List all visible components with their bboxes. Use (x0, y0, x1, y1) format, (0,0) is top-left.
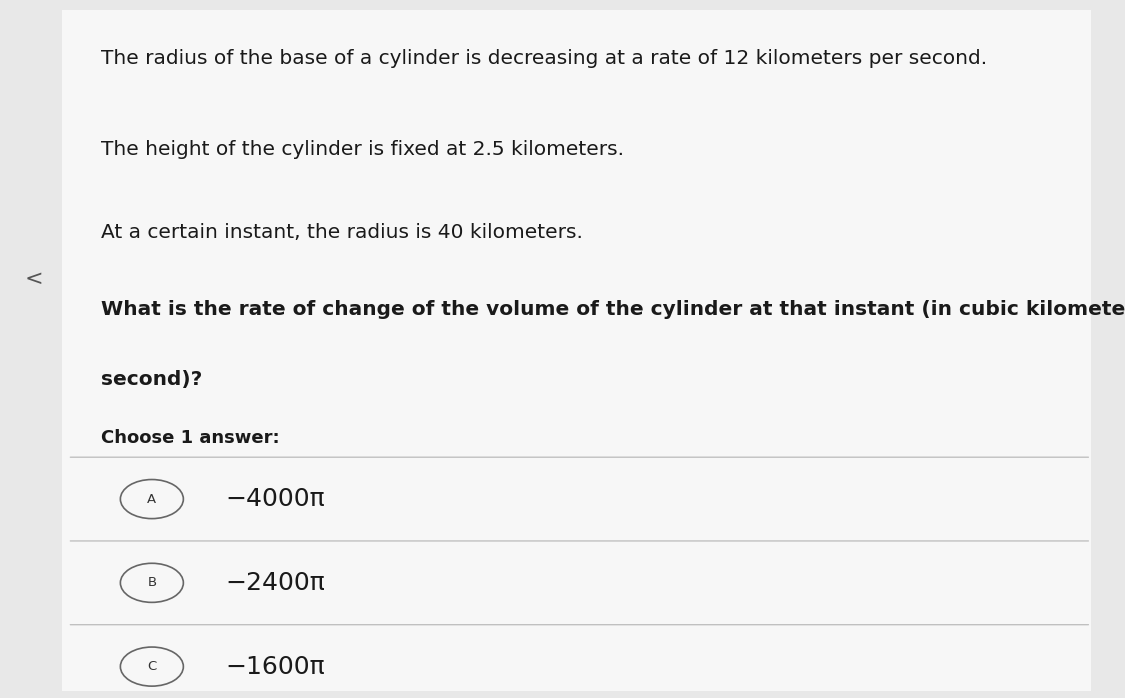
Text: C: C (147, 660, 156, 673)
Text: The radius of the base of a cylinder is decreasing at a rate of 12 kilometers pe: The radius of the base of a cylinder is … (101, 49, 988, 68)
Text: −4000π: −4000π (225, 487, 325, 511)
Text: Choose 1 answer:: Choose 1 answer: (101, 429, 280, 447)
Text: B: B (147, 577, 156, 589)
Text: A: A (147, 493, 156, 505)
Text: The height of the cylinder is fixed at 2.5 kilometers.: The height of the cylinder is fixed at 2… (101, 140, 624, 158)
Text: <: < (25, 269, 43, 289)
Circle shape (120, 563, 183, 602)
Circle shape (120, 480, 183, 519)
FancyBboxPatch shape (62, 10, 1091, 691)
Text: −2400π: −2400π (225, 571, 325, 595)
Text: second)?: second)? (101, 370, 202, 389)
Text: At a certain instant, the radius is 40 kilometers.: At a certain instant, the radius is 40 k… (101, 223, 583, 242)
Text: What is the rate of change of the volume of the cylinder at that instant (in cub: What is the rate of change of the volume… (101, 300, 1125, 319)
Text: −1600π: −1600π (225, 655, 325, 678)
Circle shape (120, 647, 183, 686)
